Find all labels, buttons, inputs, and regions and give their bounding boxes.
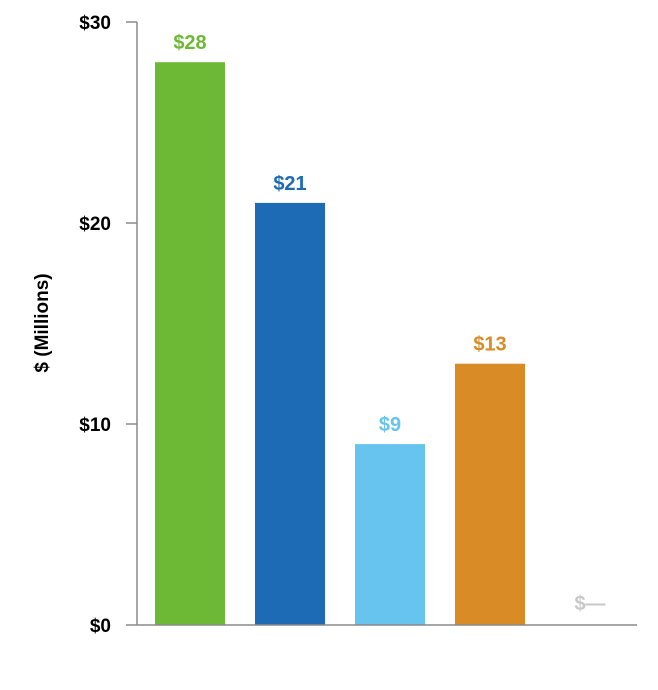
y-tick-label-0: $0 (90, 616, 111, 637)
y-tick-label-2: $20 (79, 214, 111, 235)
bar-2 (355, 444, 425, 625)
data-labels-group: $28 $21 $9 $13 $— (173, 32, 605, 615)
bars-group (155, 62, 525, 625)
y-tick-label-1: $10 (79, 415, 111, 436)
y-ticks-group: $0 $10 $20 $30 (79, 13, 137, 637)
data-label-0: $28 (173, 32, 206, 54)
data-label-4: $— (574, 593, 605, 615)
data-label-3: $13 (473, 334, 506, 356)
y-tick-label-3: $30 (79, 13, 111, 34)
y-axis-label: $ (Millions) (32, 273, 53, 372)
data-label-2: $9 (379, 414, 401, 436)
bar-3 (455, 363, 525, 625)
bar-0 (155, 62, 225, 625)
bar-1 (255, 202, 325, 625)
data-label-1: $21 (273, 173, 306, 195)
